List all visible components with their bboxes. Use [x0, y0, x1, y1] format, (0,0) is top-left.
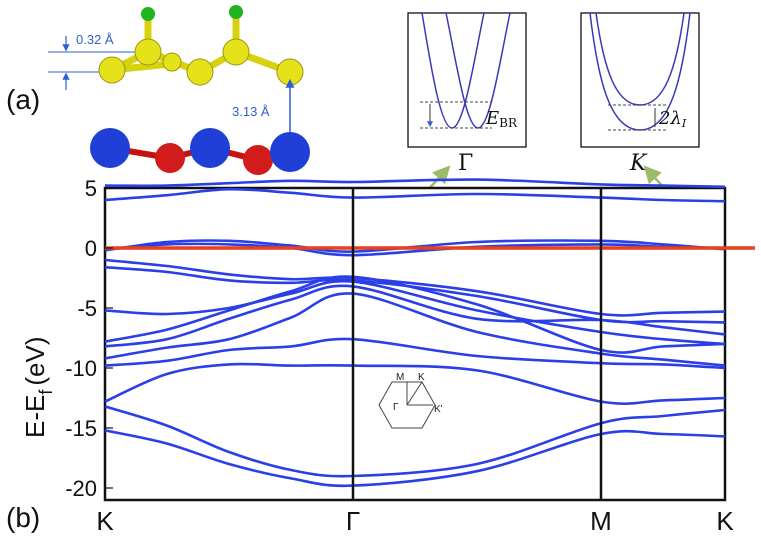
x-tick-label-3: K: [716, 506, 734, 536]
y-tick-label-4: -15: [65, 416, 97, 441]
atom-red-2: [243, 145, 273, 175]
band-line-11: [104, 337, 726, 370]
panel-label-b: (b): [6, 502, 41, 533]
atom-blue-3: [270, 132, 310, 172]
atomic-structure: 0.32 Å 3.13 Å: [48, 5, 310, 175]
band-line-1: [104, 187, 726, 203]
inset-k: 2λI K: [580, 12, 700, 176]
brillouin-zone-diagram: M K Γ K': [378, 372, 443, 429]
inset-k-gap-label: 2λI: [658, 108, 687, 130]
inset-gamma-point-label: Γ: [458, 151, 473, 176]
band-line-13: [104, 405, 726, 478]
band-line-9: [104, 284, 726, 348]
inset-k-point-label: K: [629, 151, 648, 176]
band-line-10: [104, 292, 726, 367]
band-line-6: [104, 265, 726, 324]
band-line-12: [104, 362, 726, 405]
bz-label-gamma: Γ: [393, 402, 399, 413]
atom-blue-2: [190, 128, 230, 168]
y-axis-label: E-Ef(eV): [20, 337, 56, 438]
band-structure-plot: 5 0 -5 -10 -15 -20 K Γ M K: [65, 176, 755, 536]
x-tick-label-0: K: [96, 506, 114, 536]
inset-gamma-gap-label: EBR: [485, 108, 518, 130]
band-line-4: [104, 242, 726, 257]
interlayer-label: 3.13 Å: [232, 104, 270, 119]
bz-label-m: M: [396, 372, 404, 383]
y-tick-label-2: -5: [77, 296, 97, 321]
y-tick-label-0: 5: [85, 176, 97, 201]
band-line-14: [104, 429, 726, 488]
inset-gamma: EBR Γ: [407, 12, 527, 176]
atom-red-1: [155, 143, 185, 173]
x-tick-label-1: Γ: [346, 506, 360, 536]
panel-label-a: (a): [6, 84, 41, 115]
band-line-3: [104, 239, 726, 253]
hydrogen-atom-2: [229, 5, 243, 19]
band-line-8: [104, 275, 726, 354]
x-tick-label-2: M: [590, 506, 612, 536]
buckling-label: 0.32 Å: [76, 32, 114, 47]
hydrogen-atom-1: [141, 7, 155, 21]
bz-label-k: K: [418, 372, 425, 383]
atom-blue-1: [90, 128, 130, 168]
band-line-2: [104, 178, 726, 189]
y-tick-label-1: 0: [85, 236, 97, 261]
y-tick-label-5: -20: [65, 476, 97, 501]
band-line-7: [104, 279, 726, 346]
y-tick-label-3: -10: [65, 356, 97, 381]
bz-label-kprime: K': [434, 404, 443, 415]
